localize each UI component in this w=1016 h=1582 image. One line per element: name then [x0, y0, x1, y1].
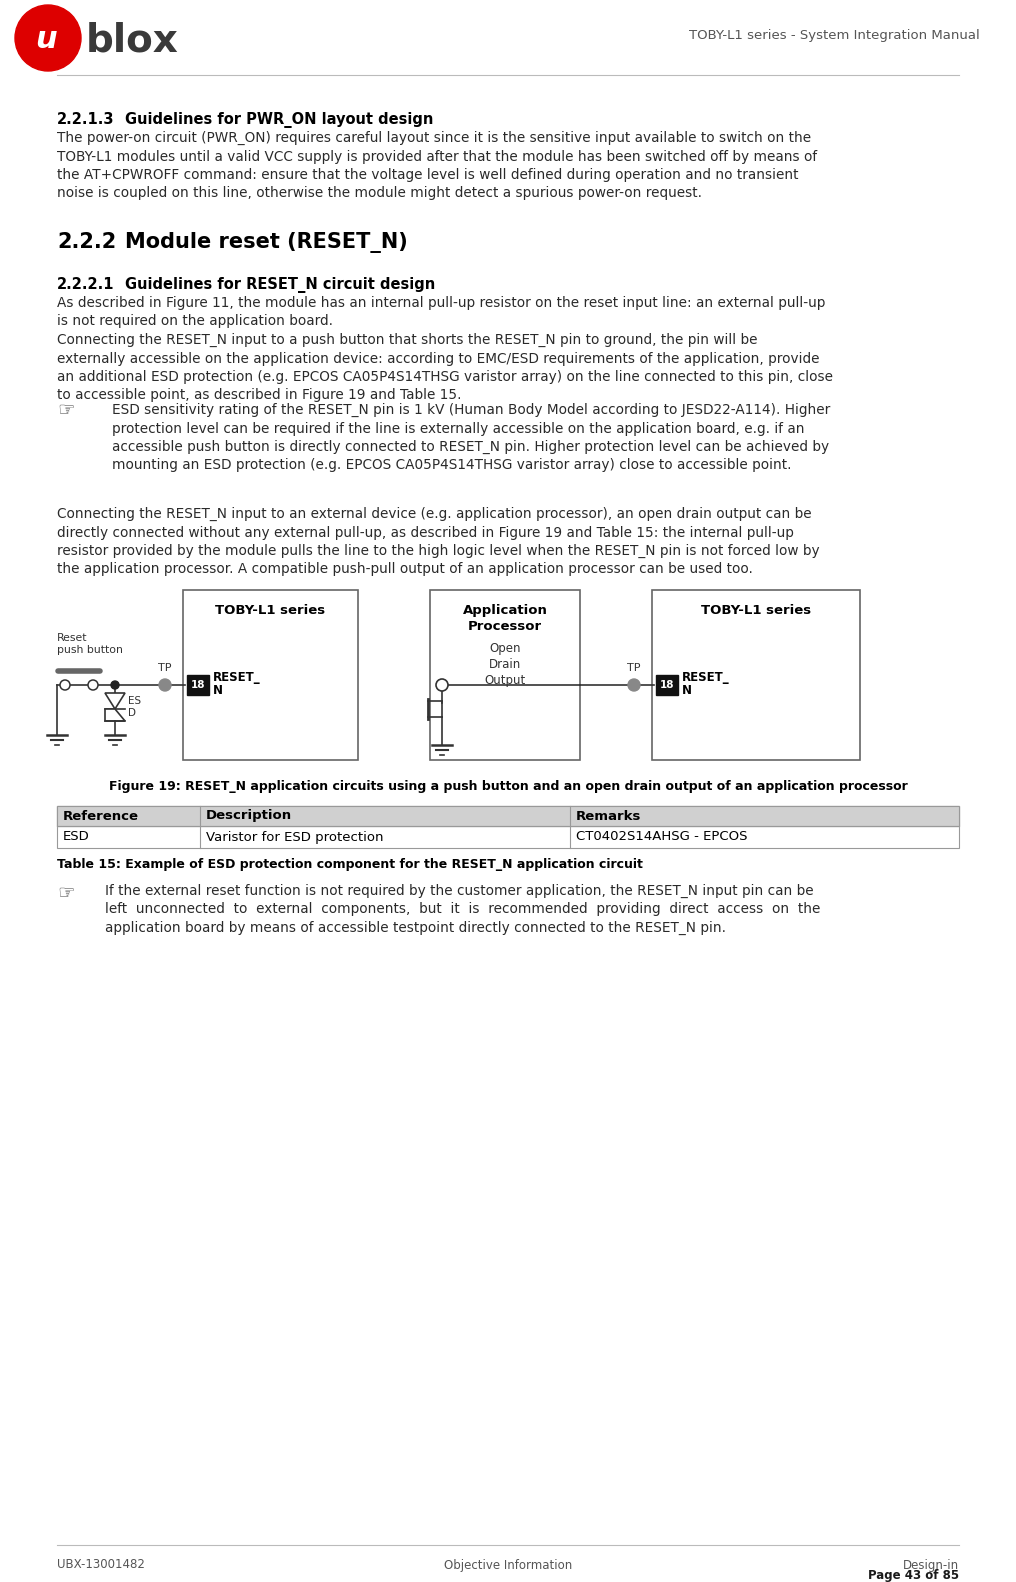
Polygon shape: [105, 709, 125, 721]
Text: TOBY-L1 series - System Integration Manual: TOBY-L1 series - System Integration Manu…: [689, 28, 980, 41]
Text: ☞: ☞: [57, 884, 74, 903]
Circle shape: [436, 679, 448, 691]
Text: Connecting the ⁠RESET_N⁠ input to a push button that shorts the ⁠RESET_N⁠ pin to: Connecting the ⁠RESET_N⁠ input to a push…: [57, 332, 758, 346]
Text: ESD: ESD: [63, 831, 89, 843]
Text: resistor provided by the module pulls the line to the high logic level when the : resistor provided by the module pulls th…: [57, 544, 820, 558]
Bar: [187, 676, 209, 694]
Text: UBX-13001482: UBX-13001482: [57, 1558, 145, 1571]
Text: ES
D: ES D: [128, 696, 141, 718]
Bar: [57, 805, 959, 826]
Bar: [656, 676, 678, 694]
Text: If the external reset function is not required by the customer application, the : If the external reset function is not re…: [105, 884, 814, 899]
Text: ☞: ☞: [57, 400, 74, 419]
Text: TOBY-L1 series: TOBY-L1 series: [215, 604, 325, 617]
Text: application board by means of accessible testpoint directly connected to the ⁠RE: application board by means of accessible…: [105, 921, 726, 935]
Bar: [430, 590, 580, 759]
Bar: [183, 590, 358, 759]
Text: TP: TP: [158, 663, 172, 672]
Circle shape: [88, 680, 98, 690]
Text: blox: blox: [86, 22, 179, 60]
Text: Connecting the ⁠RESET_N⁠ input to an external device (e.g. application processor: Connecting the ⁠RESET_N⁠ input to an ext…: [57, 506, 812, 520]
Text: ESD sensitivity rating of the ⁠RESET_N⁠ pin is 1 kV (Human Body Model according : ESD sensitivity rating of the ⁠RESET_N⁠ …: [112, 403, 830, 418]
Text: Guidelines for PWR_ON layout design: Guidelines for PWR_ON layout design: [125, 112, 434, 128]
Circle shape: [60, 680, 70, 690]
Text: to accessible point, as described in Figure 19 and Table 15.: to accessible point, as described in Fig…: [57, 389, 461, 402]
Text: TOBY-L1 modules until a valid ⁠VCC⁠ supply is provided after that the module has: TOBY-L1 modules until a valid ⁠VCC⁠ supp…: [57, 150, 817, 163]
Text: Reset
push button: Reset push button: [57, 633, 123, 655]
Text: the application processor. A compatible push-pull output of an application proce: the application processor. A compatible …: [57, 563, 753, 576]
Bar: [57, 805, 959, 848]
Circle shape: [628, 679, 640, 691]
Text: Reference: Reference: [63, 810, 139, 823]
Text: mounting an ESD protection (e.g. EPCOS CA05P4S14THSG varistor array) close to ac: mounting an ESD protection (e.g. EPCOS C…: [112, 459, 791, 473]
Text: Varistor for ESD protection: Varistor for ESD protection: [206, 831, 383, 843]
Text: Figure 19: RESET_N application circuits using a push button and an open drain ou: Figure 19: RESET_N application circuits …: [109, 780, 907, 793]
Text: is not required on the application board.: is not required on the application board…: [57, 315, 333, 329]
Text: TP: TP: [627, 663, 641, 672]
Text: directly connected without any external pull-up, as described in Figure 19 and T: directly connected without any external …: [57, 525, 793, 539]
Text: Page 43 of 85: Page 43 of 85: [868, 1568, 959, 1582]
Text: protection level can be required if the line is externally accessible on the app: protection level can be required if the …: [112, 421, 805, 435]
Text: Description: Description: [206, 810, 293, 823]
Circle shape: [111, 680, 119, 690]
Text: Module reset (RESET_N): Module reset (RESET_N): [125, 233, 407, 253]
Text: externally accessible on the application device: according to EMC/ESD requiremen: externally accessible on the application…: [57, 351, 820, 365]
Text: the ⁠AT+CPWROFF⁠ command: ensure that the voltage level is well defined during o: the ⁠AT+CPWROFF⁠ command: ensure that th…: [57, 168, 799, 182]
Bar: [652, 590, 860, 759]
Text: an additional ESD protection (e.g. EPCOS CA05P4S14THSG varistor array) on the li: an additional ESD protection (e.g. EPCOS…: [57, 370, 833, 384]
Text: Open
Drain
Output: Open Drain Output: [485, 642, 525, 687]
Text: 2.2.1.3: 2.2.1.3: [57, 112, 115, 127]
Text: left  unconnected  to  external  components,  but  it  is  recommended  providin: left unconnected to external components,…: [105, 902, 820, 916]
Text: The power-on circuit (⁠PWR_ON⁠) requires careful layout since it is the sensitiv: The power-on circuit (⁠PWR_ON⁠) requires…: [57, 131, 811, 146]
Text: RESET_
N: RESET_ N: [682, 671, 729, 698]
Text: RESET_
N: RESET_ N: [213, 671, 261, 698]
Text: u: u: [36, 25, 57, 54]
Text: CT0402S14AHSG - EPCOS: CT0402S14AHSG - EPCOS: [576, 831, 748, 843]
Text: 2.2.2: 2.2.2: [57, 233, 116, 252]
Text: noise is coupled on this line, otherwise the module might detect a spurious powe: noise is coupled on this line, otherwise…: [57, 187, 702, 201]
Text: Guidelines for RESET_N circuit design: Guidelines for RESET_N circuit design: [125, 277, 435, 293]
Text: 18: 18: [659, 680, 675, 690]
Text: Application
Processor: Application Processor: [462, 604, 548, 633]
Text: Objective Information: Objective Information: [444, 1558, 572, 1571]
Text: As described in Figure 11, the module has an internal pull-up resistor on the re: As described in Figure 11, the module ha…: [57, 296, 825, 310]
Text: 18: 18: [191, 680, 205, 690]
Text: Design-in: Design-in: [903, 1558, 959, 1571]
Text: Remarks: Remarks: [576, 810, 641, 823]
Text: TOBY-L1 series: TOBY-L1 series: [701, 604, 811, 617]
Text: 2.2.2.1: 2.2.2.1: [57, 277, 115, 293]
Polygon shape: [105, 693, 125, 709]
Circle shape: [15, 5, 81, 71]
Text: accessible push button is directly connected to ⁠RESET_N⁠ pin. Higher protection: accessible push button is directly conne…: [112, 440, 829, 454]
Text: Table 15: Example of ESD protection component for the RESET_N application circui: Table 15: Example of ESD protection comp…: [57, 857, 643, 872]
Circle shape: [158, 679, 171, 691]
Bar: [57, 805, 959, 826]
